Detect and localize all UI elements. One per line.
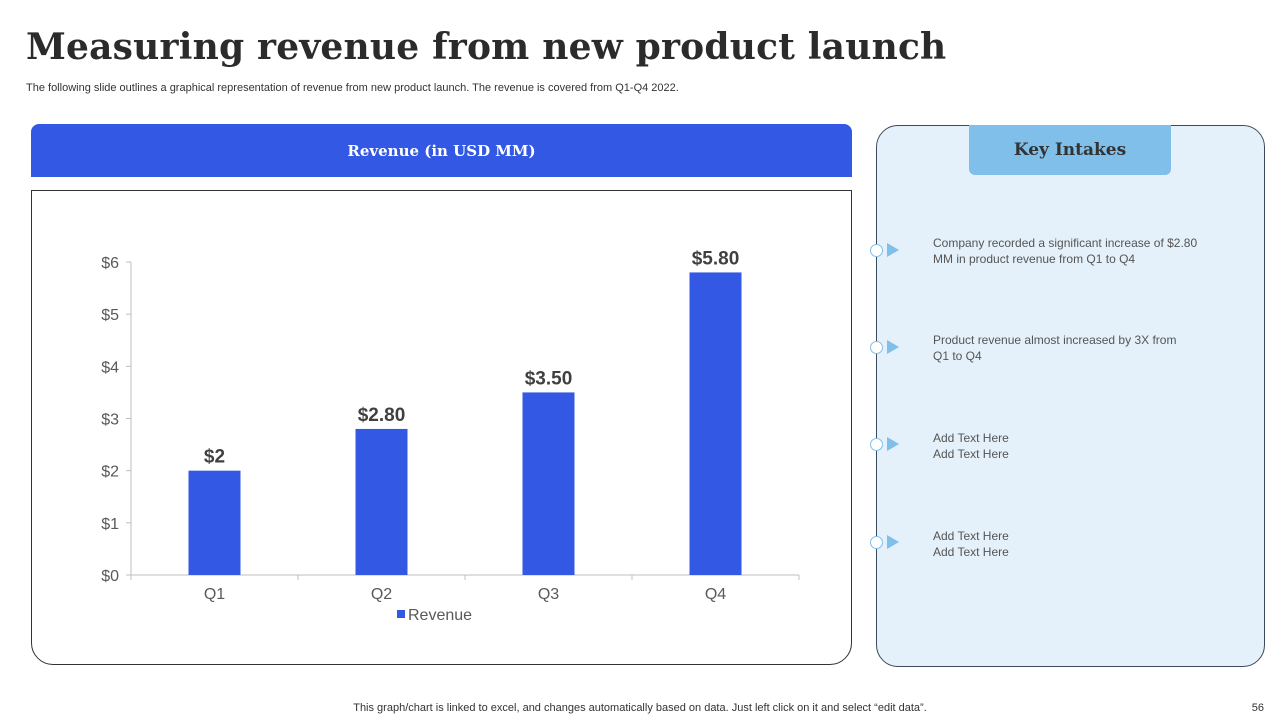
bar-q3 bbox=[522, 392, 575, 575]
y-tick-label: $2 bbox=[101, 464, 119, 481]
key-intake-line: Q1 to Q4 bbox=[933, 349, 982, 363]
slide-subtitle: The following slide outlines a graphical… bbox=[26, 82, 679, 94]
key-intake-line: Company recorded a significant increase … bbox=[933, 236, 1198, 250]
chart-header-label: Revenue (in USD MM) bbox=[347, 141, 536, 160]
bullet-marker-4 bbox=[870, 535, 910, 551]
key-intake-line: Add Text Here bbox=[933, 529, 1009, 543]
chart-container[interactable]: $0 $1 $2 $3 $4 $5 $6 $2 Q1 $2.80 Q2 $3.50 Q3 $5.80 Q4 R… bbox=[31, 190, 852, 665]
key-intake-line: Product revenue almost increased by 3X f… bbox=[933, 333, 1177, 347]
bullet-marker-3 bbox=[870, 437, 910, 453]
bar-q4 bbox=[689, 272, 742, 575]
key-intake-line: MM in product revenue from Q1 to Q4 bbox=[933, 252, 1136, 266]
key-intakes-tab: Key Intakes bbox=[969, 125, 1171, 175]
bullet-marker-2 bbox=[870, 340, 910, 356]
x-tick-label: Q4 bbox=[705, 586, 726, 603]
key-intake-item-4: Add Text Here Add Text Here bbox=[933, 528, 1223, 560]
key-intake-line: Add Text Here bbox=[933, 545, 1009, 559]
data-label: $5.80 bbox=[692, 248, 740, 269]
play-arrow-icon bbox=[887, 437, 899, 451]
revenue-bar-chart[interactable]: $0 $1 $2 $3 $4 $5 $6 $2 Q1 $2.80 Q2 $3.50 Q3 $5.80 Q4 R… bbox=[32, 191, 853, 666]
circle-icon bbox=[870, 244, 883, 257]
data-label: $3.50 bbox=[525, 368, 573, 389]
x-tick-label: Q3 bbox=[538, 586, 559, 603]
legend-label: Revenue bbox=[408, 607, 472, 624]
data-label: $2.80 bbox=[358, 405, 406, 426]
y-tick-label: $1 bbox=[101, 516, 119, 533]
play-arrow-icon bbox=[887, 340, 899, 354]
data-label: $2 bbox=[204, 447, 225, 468]
y-tick-label: $5 bbox=[101, 307, 119, 324]
bullet-marker-1 bbox=[870, 243, 910, 259]
circle-icon bbox=[870, 536, 883, 549]
y-tick-label: $0 bbox=[101, 568, 119, 585]
chart-header: Revenue (in USD MM) bbox=[31, 124, 852, 177]
slide-title: Measuring revenue from new product launc… bbox=[26, 26, 947, 68]
x-tick-label: Q1 bbox=[204, 586, 225, 603]
page-number: 56 bbox=[1251, 702, 1264, 714]
play-arrow-icon bbox=[887, 535, 899, 549]
bar-q2 bbox=[355, 428, 408, 575]
play-arrow-icon bbox=[887, 243, 899, 257]
y-tick-label: $4 bbox=[101, 359, 119, 376]
y-tick-label: $3 bbox=[101, 412, 119, 429]
y-tick-label: $6 bbox=[101, 255, 119, 272]
key-intake-item-3: Add Text Here Add Text Here bbox=[933, 430, 1223, 462]
key-intakes-title: Key Intakes bbox=[1013, 140, 1127, 160]
key-intakes-panel bbox=[876, 125, 1265, 667]
circle-icon bbox=[870, 438, 883, 451]
footer-note: This graph/chart is linked to excel, and… bbox=[353, 702, 927, 714]
x-tick-label: Q2 bbox=[371, 586, 392, 603]
bar-q1 bbox=[188, 470, 241, 575]
key-intake-item-1: Company recorded a significant increase … bbox=[933, 235, 1223, 267]
key-intake-item-2: Product revenue almost increased by 3X f… bbox=[933, 332, 1223, 364]
circle-icon bbox=[870, 341, 883, 354]
legend-swatch bbox=[397, 610, 405, 618]
key-intake-line: Add Text Here bbox=[933, 447, 1009, 461]
key-intake-line: Add Text Here bbox=[933, 431, 1009, 445]
